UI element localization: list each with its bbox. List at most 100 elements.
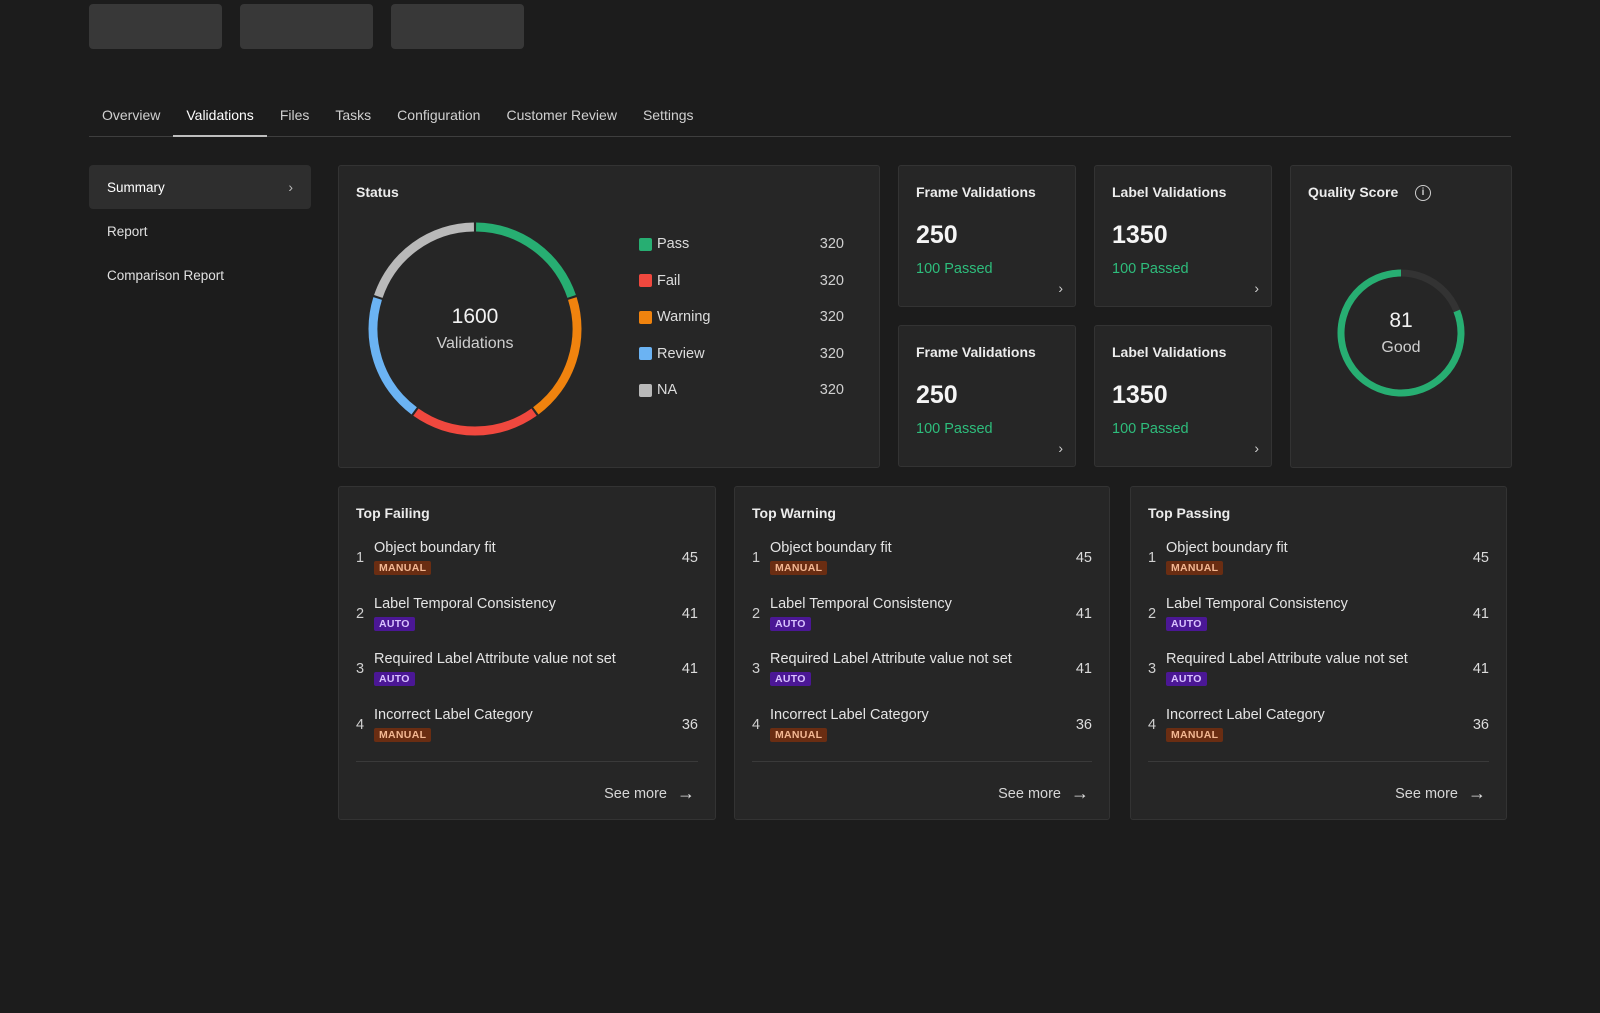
item-tag-badge: MANUAL — [770, 561, 828, 575]
sidebar-item-label: Comparison Report — [107, 267, 225, 283]
chevron-right-icon[interactable]: › — [1058, 280, 1063, 296]
legend-label: Warning — [657, 309, 711, 326]
list-item[interactable]: 4 Incorrect Label Category MANUAL 36 — [1148, 704, 1489, 760]
see-more-link[interactable]: See more → — [1395, 783, 1486, 804]
placeholder-button-2[interactable] — [240, 4, 373, 49]
tab-bar: Overview Validations Files Tasks Configu… — [89, 94, 1511, 137]
arrow-right-icon: → — [677, 783, 695, 803]
donut-segment-review — [368, 297, 417, 415]
tab-settings[interactable]: Settings — [642, 106, 694, 123]
metric-value: 1350 — [1112, 221, 1168, 249]
item-rank: 2 — [752, 605, 761, 622]
item-rank: 1 — [1148, 550, 1157, 566]
legend-label: Pass — [657, 236, 690, 253]
list-item[interactable]: 3 Required Label Attribute value not set… — [752, 648, 1092, 704]
donut-segment-pass — [475, 222, 576, 298]
sidebar-item-comparison-report[interactable]: Comparison Report — [89, 253, 311, 297]
item-count: 41 — [681, 661, 698, 677]
sidebar-item-report[interactable]: Report — [89, 209, 311, 253]
legend-item: NA 320 — [639, 372, 844, 409]
ranked-list: 1 Object boundary fit MANUAL 45 2 Label … — [356, 537, 698, 759]
metric-card-label-validations[interactable]: Label Validations 1350 100 Passed › — [1094, 325, 1272, 467]
list-item[interactable]: 3 Required Label Attribute value not set… — [1148, 648, 1489, 704]
item-rank: 3 — [752, 661, 761, 677]
item-body: Object boundary fit MANUAL — [770, 540, 1076, 576]
sidebar-item-label: Report — [107, 223, 148, 239]
item-name: Object boundary fit — [374, 540, 496, 556]
item-tag-badge: AUTO — [770, 672, 811, 686]
item-name: Label Temporal Consistency — [374, 595, 556, 612]
list-item[interactable]: 2 Label Temporal Consistency AUTO 41 — [1148, 593, 1489, 649]
tab-tasks[interactable]: Tasks — [335, 106, 372, 123]
metric-card-frame-validations[interactable]: Frame Validations 250 100 Passed › — [898, 165, 1076, 307]
list-item[interactable]: 4 Incorrect Label Category MANUAL 36 — [752, 704, 1092, 760]
see-more-link[interactable]: See more → — [998, 783, 1089, 804]
sidebar-item-summary[interactable]: Summary › — [89, 165, 311, 209]
tab-overview[interactable]: Overview — [102, 106, 161, 123]
metric-title: Label Validations — [1112, 344, 1227, 360]
legend-value: 320 — [819, 345, 844, 362]
chevron-right-icon[interactable]: › — [1058, 440, 1063, 456]
item-body: Label Temporal Consistency AUTO — [1166, 596, 1473, 632]
tab-files[interactable]: Files — [279, 106, 310, 123]
item-name: Label Temporal Consistency — [1166, 595, 1348, 612]
status-donut-chart — [368, 222, 582, 436]
legend-swatch — [639, 383, 652, 397]
chevron-right-icon[interactable]: › — [1254, 440, 1259, 456]
legend-value: 320 — [819, 236, 844, 253]
item-name: Required Label Attribute value not set — [770, 651, 1012, 667]
donut-center: 1600 Validations — [365, 219, 585, 439]
metric-title: Label Validations — [1112, 184, 1227, 200]
metric-title: Frame Validations — [916, 344, 1036, 360]
quality-gauge: 81 Good — [1336, 268, 1466, 398]
list-item[interactable]: 3 Required Label Attribute value not set… — [356, 648, 698, 704]
list-item[interactable]: 2 Label Temporal Consistency AUTO 41 — [356, 593, 698, 649]
arrow-right-icon: → — [1468, 783, 1486, 803]
list-title: Top Passing — [1148, 505, 1231, 521]
item-tag-badge: MANUAL — [374, 727, 432, 742]
placeholder-button-3[interactable] — [391, 4, 524, 49]
item-rank: 4 — [1148, 716, 1157, 733]
top-placeholder-group — [89, 4, 524, 49]
top-passing-card: Top Passing 1 Object boundary fit MANUAL… — [1130, 486, 1507, 820]
quality-title: Quality Score — [1308, 184, 1399, 200]
metric-value: 250 — [916, 381, 958, 409]
item-rank: 2 — [356, 605, 365, 622]
chevron-right-icon: › — [288, 179, 293, 195]
see-more-label: See more — [604, 785, 667, 802]
list-item[interactable]: 2 Label Temporal Consistency AUTO 41 — [752, 593, 1092, 649]
item-tag-badge: MANUAL — [374, 561, 432, 575]
donut-total-label: Validations — [436, 335, 514, 352]
placeholder-button-1[interactable] — [89, 4, 222, 49]
quality-ring — [1337, 269, 1465, 397]
metric-card-frame-validations[interactable]: Frame Validations 250 100 Passed › — [898, 325, 1076, 467]
item-body: Incorrect Label Category MANUAL — [374, 707, 682, 743]
list-title: Top Failing — [356, 505, 430, 521]
tab-validations[interactable]: Validations — [173, 94, 267, 137]
item-rank: 3 — [356, 661, 365, 677]
see-more-link[interactable]: See more → — [604, 783, 695, 804]
list-item[interactable]: 4 Incorrect Label Category MANUAL 36 — [356, 704, 698, 760]
list-item[interactable]: 1 Object boundary fit MANUAL 45 — [1148, 537, 1489, 593]
item-count: 41 — [1075, 605, 1092, 622]
item-tag-badge: MANUAL — [1166, 561, 1224, 575]
item-count: 45 — [1075, 550, 1092, 566]
item-tag-badge: MANUAL — [1166, 727, 1224, 742]
legend-label: NA — [657, 382, 678, 399]
tab-configuration[interactable]: Configuration — [397, 106, 481, 123]
chevron-right-icon[interactable]: › — [1254, 280, 1259, 296]
item-body: Required Label Attribute value not set A… — [374, 651, 682, 687]
top-warning-card: Top Warning 1 Object boundary fit MANUAL… — [734, 486, 1110, 820]
item-tag-badge: AUTO — [374, 672, 415, 686]
quality-score-label: Good — [1381, 339, 1421, 356]
metric-card-label-validations[interactable]: Label Validations 1350 100 Passed › — [1094, 165, 1272, 307]
item-tag-badge: AUTO — [1166, 672, 1207, 686]
list-item[interactable]: 1 Object boundary fit MANUAL 45 — [356, 537, 698, 593]
item-name: Object boundary fit — [1166, 540, 1288, 556]
tab-customer-review[interactable]: Customer Review — [506, 106, 617, 123]
list-item[interactable]: 1 Object boundary fit MANUAL 45 — [752, 537, 1092, 593]
item-rank: 1 — [752, 550, 761, 566]
info-icon[interactable]: i — [1415, 185, 1431, 201]
metric-passed: 100 Passed — [1112, 421, 1189, 437]
